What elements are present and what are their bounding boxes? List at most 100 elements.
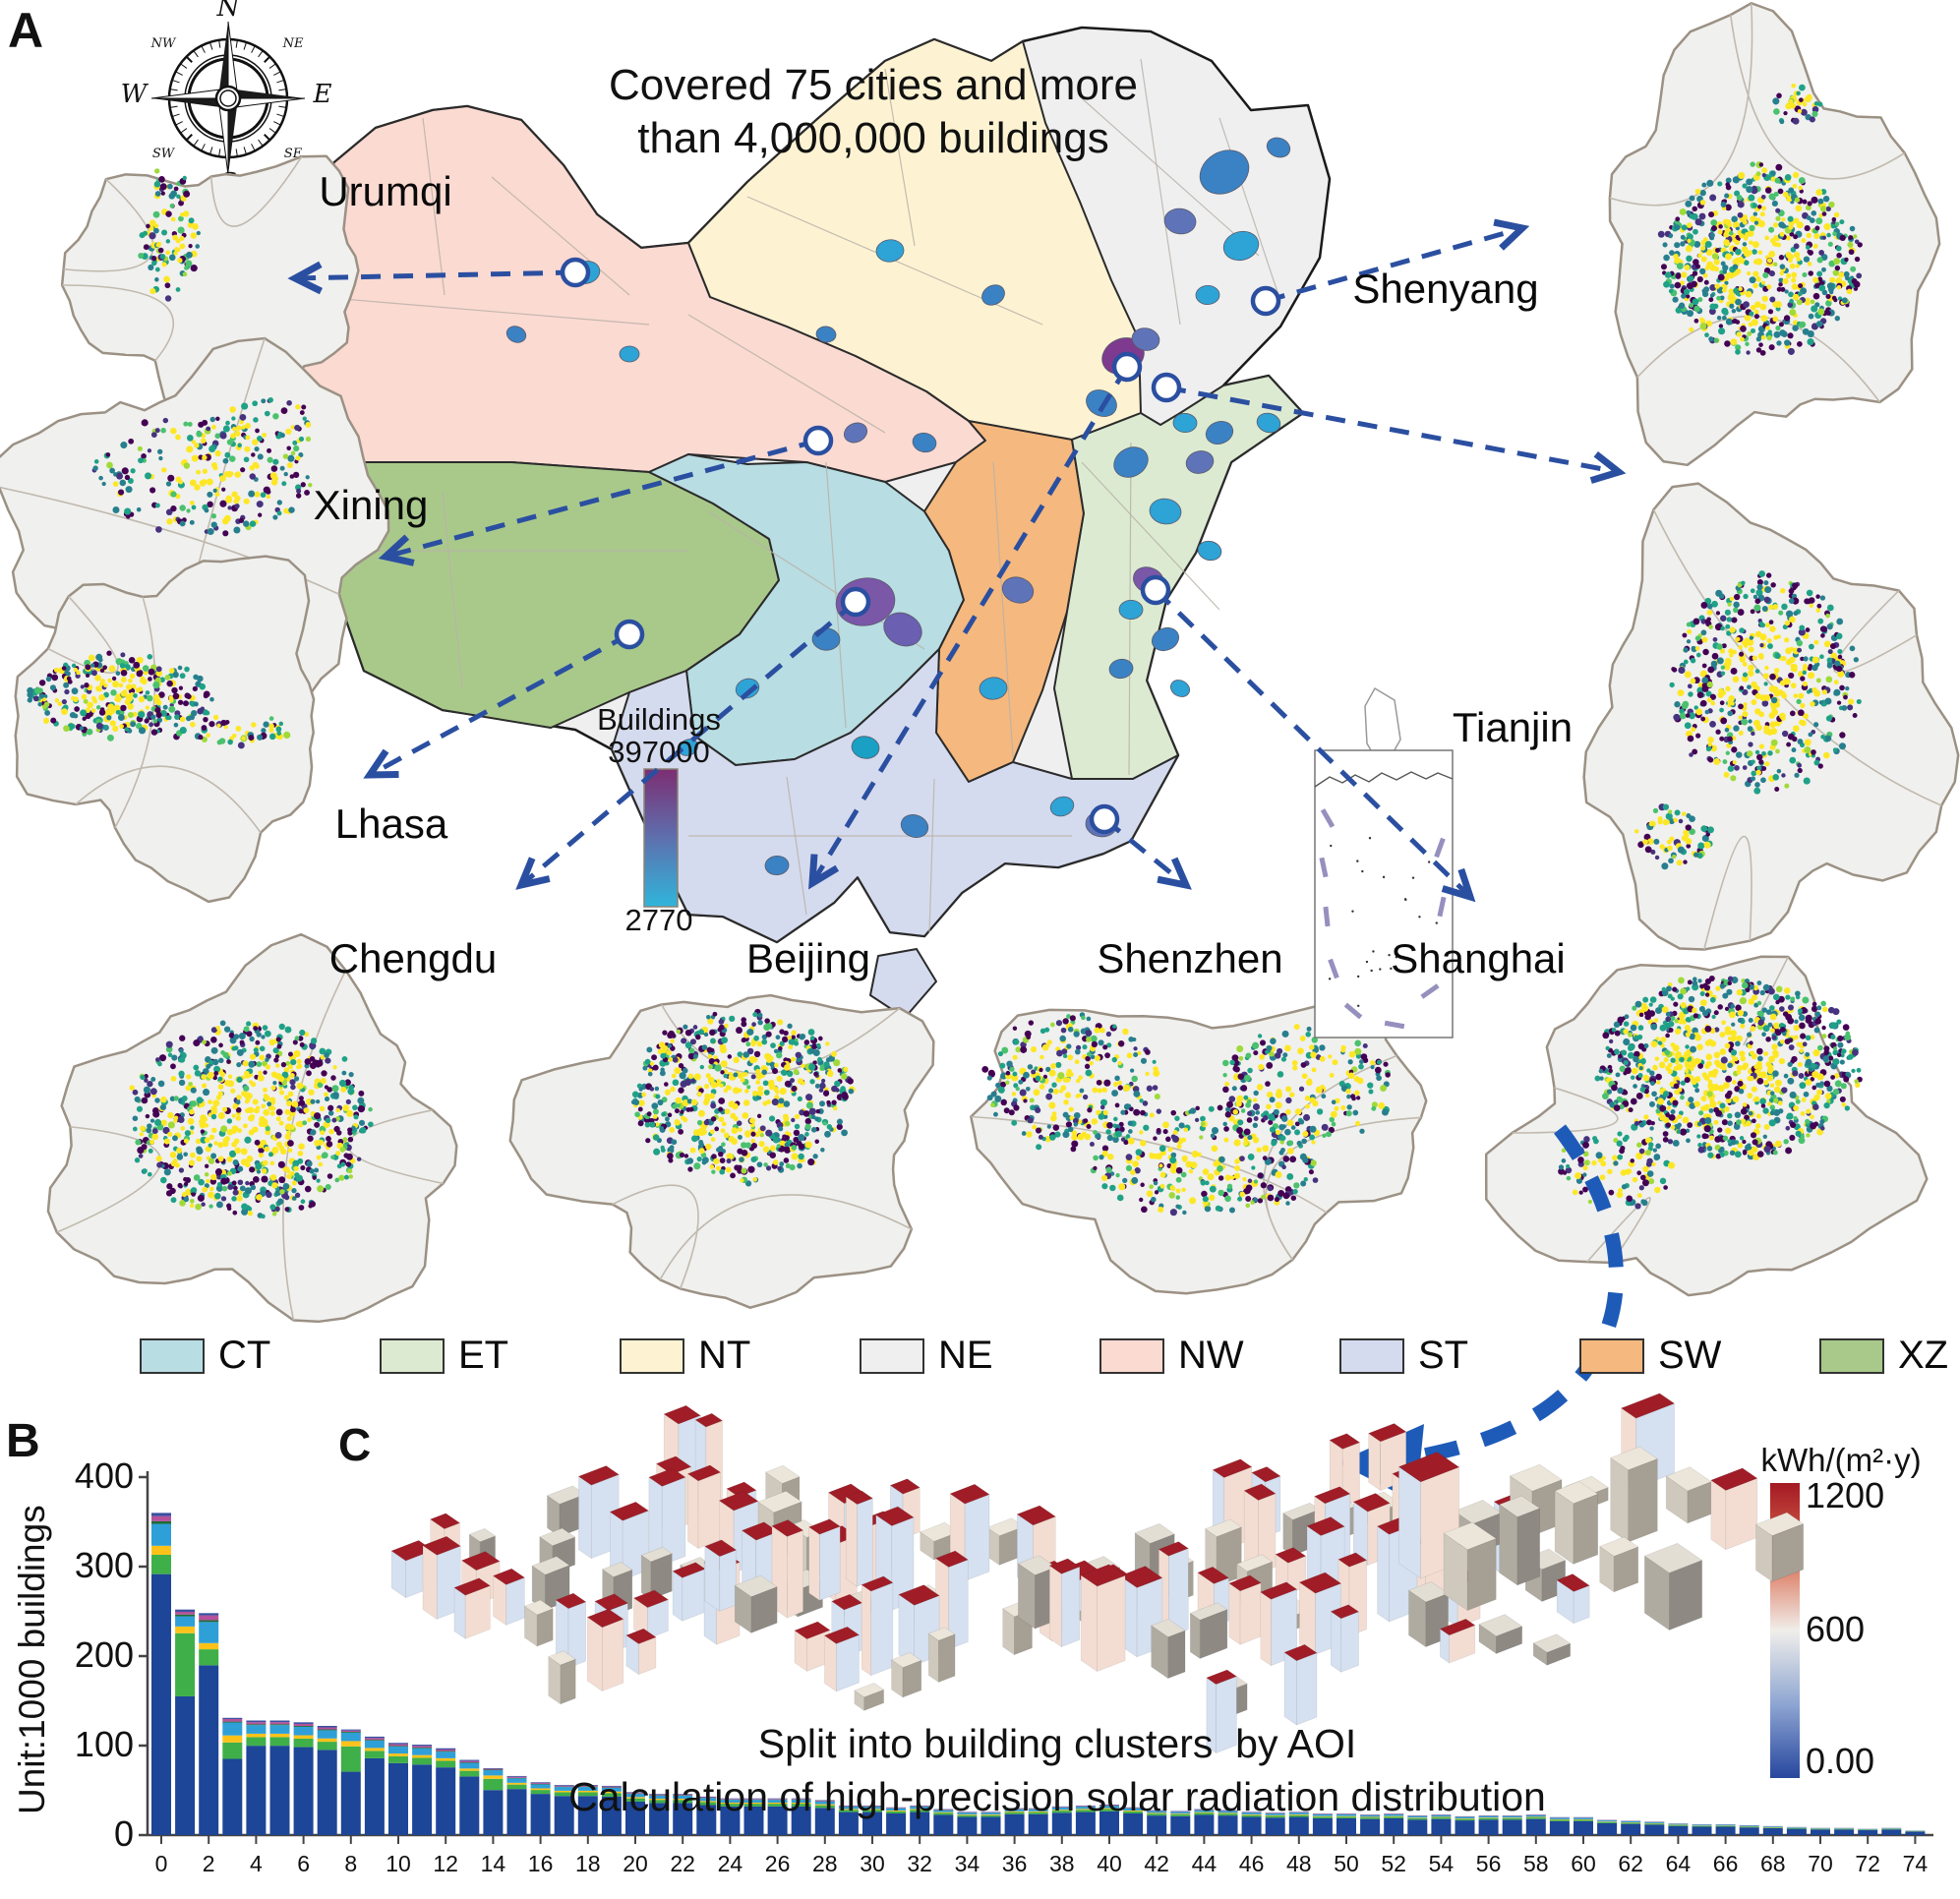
legend-swatch-nw [1099,1337,1164,1374]
city-label-shanghai: Shanghai [1391,935,1566,981]
bar-chart-ytick-400: 400 [74,1455,134,1496]
panel-b-label: B [6,1415,40,1467]
city-marker-beijing [1111,351,1143,383]
buildings-colorbar [643,768,679,908]
bar-chart-xtick-54: 54 [1428,1851,1455,1876]
bar-chart-xtick-38: 38 [1049,1851,1075,1876]
bar-chart-xtick-62: 62 [1618,1851,1643,1876]
svg-text:E: E [313,80,332,109]
bar-chart-xtick-50: 50 [1334,1851,1359,1876]
legend-item-sw: SW [1579,1334,1721,1378]
city-label-tianjin: Tianjin [1452,704,1574,750]
bar-chart-xtick-58: 58 [1523,1851,1549,1876]
bar-chart-xtick-74: 74 [1902,1851,1929,1876]
buildings-colorbar-min-label: 2770 [624,903,693,937]
legend-label-nw: NW [1178,1334,1244,1377]
city-label-urumqi: Urumqi [319,168,452,214]
legend-item-nw: NW [1099,1334,1244,1378]
legend-item-ct: CT [140,1334,270,1378]
china-map [268,26,1401,1019]
bar-chart-xtick-10: 10 [386,1851,411,1876]
city-marker-urumqi [560,257,591,288]
bar-chart-xtick-48: 48 [1286,1851,1312,1876]
south-china-sea-inset [1314,749,1454,1039]
legend-label-ct: CT [218,1334,271,1377]
legend-swatch-xz [1819,1337,1884,1374]
legend-item-ne: NE [860,1334,993,1378]
city-label-shenyang: Shenyang [1352,266,1539,312]
bar-chart-xtick-0: 0 [154,1851,168,1876]
bar-chart-ytick-200: 200 [74,1634,134,1675]
bar-chart-xtick-42: 42 [1144,1851,1169,1876]
legend-label-nt: NT [698,1334,751,1377]
bar-chart-xtick-66: 66 [1712,1851,1739,1876]
bar-chart-xtick-70: 70 [1808,1851,1833,1876]
city-label-shenzhen: Shenzhen [1097,935,1283,981]
callout-arrows [287,218,1627,903]
bar-chart-xtick-46: 46 [1238,1851,1265,1876]
bar-chart-xtick-30: 30 [860,1851,885,1876]
bar-chart-xtick-52: 52 [1381,1851,1406,1876]
legend-item-xz: XZ [1819,1334,1948,1378]
building-clusters-3d [390,1393,1805,1754]
bar-chart-xtick-26: 26 [764,1851,791,1876]
region-st [869,948,937,1019]
bar-chart-xtick-36: 36 [1001,1851,1028,1876]
bar-chart-ytick-100: 100 [74,1724,134,1764]
legend-swatch-sw [1579,1337,1644,1374]
legend-label-sw: SW [1658,1334,1722,1377]
legend-swatch-st [1339,1337,1404,1374]
legend-label-st: ST [1418,1334,1469,1377]
city-marker-chengdu [840,586,871,618]
solar-colorbar-title: kWh/(m²·y) [1760,1442,1922,1478]
region-et [1053,375,1304,780]
solar-colorbar-min-label: 0.00 [1806,1741,1875,1781]
city-marker-lhasa [614,619,645,650]
city-label-chengdu: Chengdu [328,935,498,981]
bar-chart-xtick-64: 64 [1665,1851,1692,1876]
bar-chart-xtick-22: 22 [670,1851,695,1876]
bar-chart-xtick-8: 8 [344,1851,358,1876]
figure-title-line1: Covered 75 cities and more [608,61,1139,109]
city-marker-tianjin [1151,372,1182,403]
solar-colorbar-max-label: 1200 [1806,1475,1885,1515]
city-marker-xining [802,425,834,456]
bar-chart-xtick-40: 40 [1097,1851,1122,1876]
bar-chart [139,1471,1933,1844]
city-marker-shenyang [1250,285,1281,317]
buildings-colorbar-max-label: 397000 [608,735,710,769]
legend-swatch-nt [620,1337,684,1374]
inset-shanghai [1484,955,1929,1297]
bar-chart-xtick-24: 24 [717,1851,743,1876]
city-insets [0,2,1960,1324]
bar-chart-xtick-20: 20 [623,1851,648,1876]
svg-text:N: N [216,0,241,23]
legend-item-nt: NT [620,1334,750,1378]
bar-chart-xtick-34: 34 [954,1851,980,1876]
bar-chart-xtick-56: 56 [1475,1851,1502,1876]
buildings-colorbar-title: Buildings [597,702,721,737]
city-label-beijing: Beijing [745,935,871,981]
bar-chart-xtick-60: 60 [1571,1851,1596,1876]
inset-shenzhen [970,1002,1428,1295]
bar-chart-xtick-68: 68 [1760,1851,1786,1876]
city-label-lhasa: Lhasa [334,801,448,847]
inset-shenyang [1608,2,1941,467]
legend-swatch-ct [140,1337,205,1374]
legend-swatch-et [380,1337,445,1374]
bar-chart-xtick-32: 32 [907,1851,932,1876]
svg-text:W: W [121,80,149,109]
inset-lhasa [14,555,316,904]
panel-c-caption-line1: Split into building clusters by AOI [757,1721,1357,1766]
legend-swatch-ne [860,1337,924,1374]
bar-chart-xtick-12: 12 [433,1851,458,1876]
legend-label-ne: NE [938,1334,993,1377]
panel-c-label: C [338,1419,372,1470]
bar-chart-xtick-44: 44 [1191,1851,1218,1876]
inset-chengdu [46,932,458,1324]
svg-text:NW: NW [150,36,177,51]
bar-chart-xtick-72: 72 [1855,1851,1880,1876]
bar-chart-xtick-4: 4 [249,1851,263,1876]
bar-chart-xtick-18: 18 [575,1851,601,1876]
